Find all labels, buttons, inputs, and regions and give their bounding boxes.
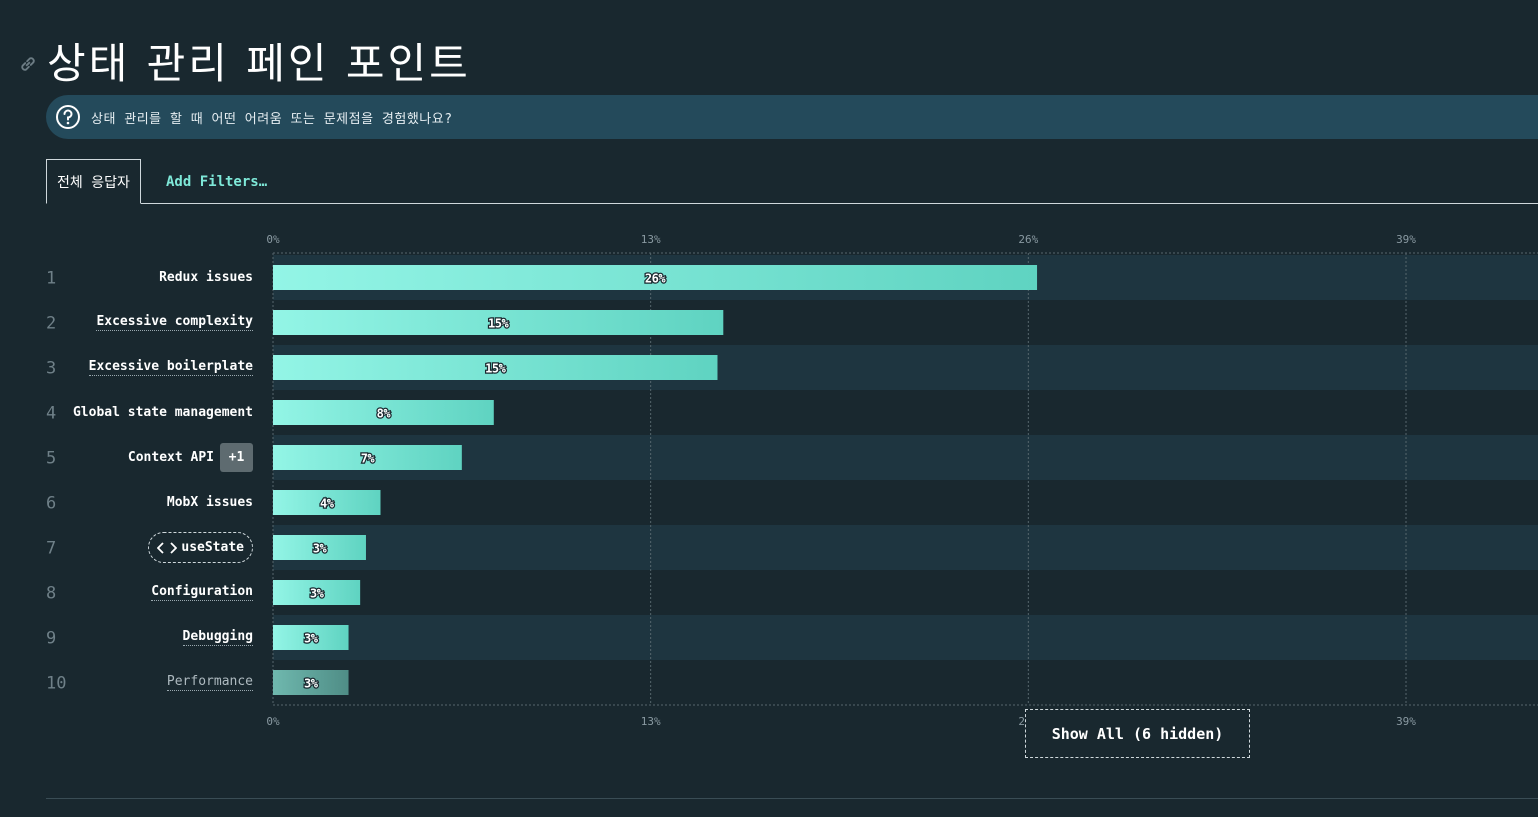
rank-number: 3 [46,359,56,379]
page-title: 상태 관리 페인 포인트 [47,39,471,88]
bar-value-label: 3% [304,677,319,691]
category-text: Configuration [151,584,253,601]
question-text: 상태 관리를 할 때 어떤 어려움 또는 문제점을 경험했나요? [91,111,453,127]
x-tick-label-top: 39% [1396,233,1416,246]
category-label: Redux issues [159,255,253,300]
bar [273,625,349,650]
rank-number: 7 [46,539,56,559]
category-label: Global state management [73,390,253,435]
count-badge[interactable]: +1 [220,443,253,472]
x-tick-label-bottom: 0% [266,715,280,728]
category-label: MobX issues [167,480,253,525]
category-label[interactable]: Performance [166,660,253,705]
category-text: MobX issues [166,495,253,510]
bar [273,580,361,605]
bar [273,535,366,560]
bar [273,400,494,425]
bar-value-label: 15% [485,362,506,376]
rank-number: 5 [46,449,56,469]
row-stripe [273,615,1538,660]
category-label[interactable]: Excessive complexity [96,300,253,345]
divider [46,798,1538,799]
bar-value-label: 3% [310,587,325,601]
rank-number: 2 [46,314,56,334]
bar-value-label: 4% [320,497,335,511]
rank-number: 9 [46,629,56,649]
tab-all-respondents[interactable]: 전체 응답자 [46,159,141,204]
category-text: Performance [166,674,253,691]
category-text: Context API [127,450,214,465]
category-text: Excessive complexity [96,314,253,331]
bar [273,670,349,695]
category-label[interactable]: Excessive boilerplate [88,345,253,390]
bar-value-label: 8% [377,407,392,421]
x-tick-label-top: 26% [1018,233,1038,246]
category-label[interactable]: useState [148,525,253,570]
question-circle-icon [56,105,80,129]
bar [273,445,462,470]
bar [273,310,724,335]
category-text: Redux issues [159,270,253,285]
row-stripe [273,435,1538,480]
filter-tabs: 전체 응답자 Add Filters… [46,159,1538,204]
rank-number: 6 [46,494,56,514]
category-text: Global state management [72,405,253,420]
question-banner: 상태 관리를 할 때 어떤 어려움 또는 문제점을 경험했나요? [46,95,1538,139]
bar-value-label: 26% [645,272,666,286]
rank-number: 8 [46,584,56,604]
bar-value-label: 15% [488,317,509,331]
x-tick-label-top: 0% [266,233,280,246]
rank-number: 10 [46,674,66,694]
rank-number: 4 [46,404,56,424]
bar [273,355,718,380]
rank-number: 1 [46,269,56,289]
row-stripe [273,525,1538,570]
link-icon[interactable] [17,53,39,75]
bar-value-label: 7% [361,452,376,466]
code-brackets-icon [157,541,178,554]
bar-value-label: 3% [313,542,328,556]
category-label: Context API +1 [128,435,253,480]
bar [273,265,1038,290]
x-tick-label-top: 13% [641,233,661,246]
code-pill[interactable]: useState [148,532,253,563]
add-filters-link[interactable]: Add Filters… [166,173,268,190]
category-text: Debugging [182,629,253,646]
category-text: useState [181,540,244,555]
category-label[interactable]: Configuration [151,570,253,615]
bar [273,490,381,515]
category-label[interactable]: Debugging [182,615,253,660]
category-text: Excessive boilerplate [88,359,253,376]
bar-value-label: 3% [304,632,319,646]
x-tick-label-bottom: 13% [641,715,661,728]
x-tick-label-bottom: 39% [1396,715,1416,728]
show-all-button[interactable]: Show All (6 hidden) [1025,709,1250,758]
